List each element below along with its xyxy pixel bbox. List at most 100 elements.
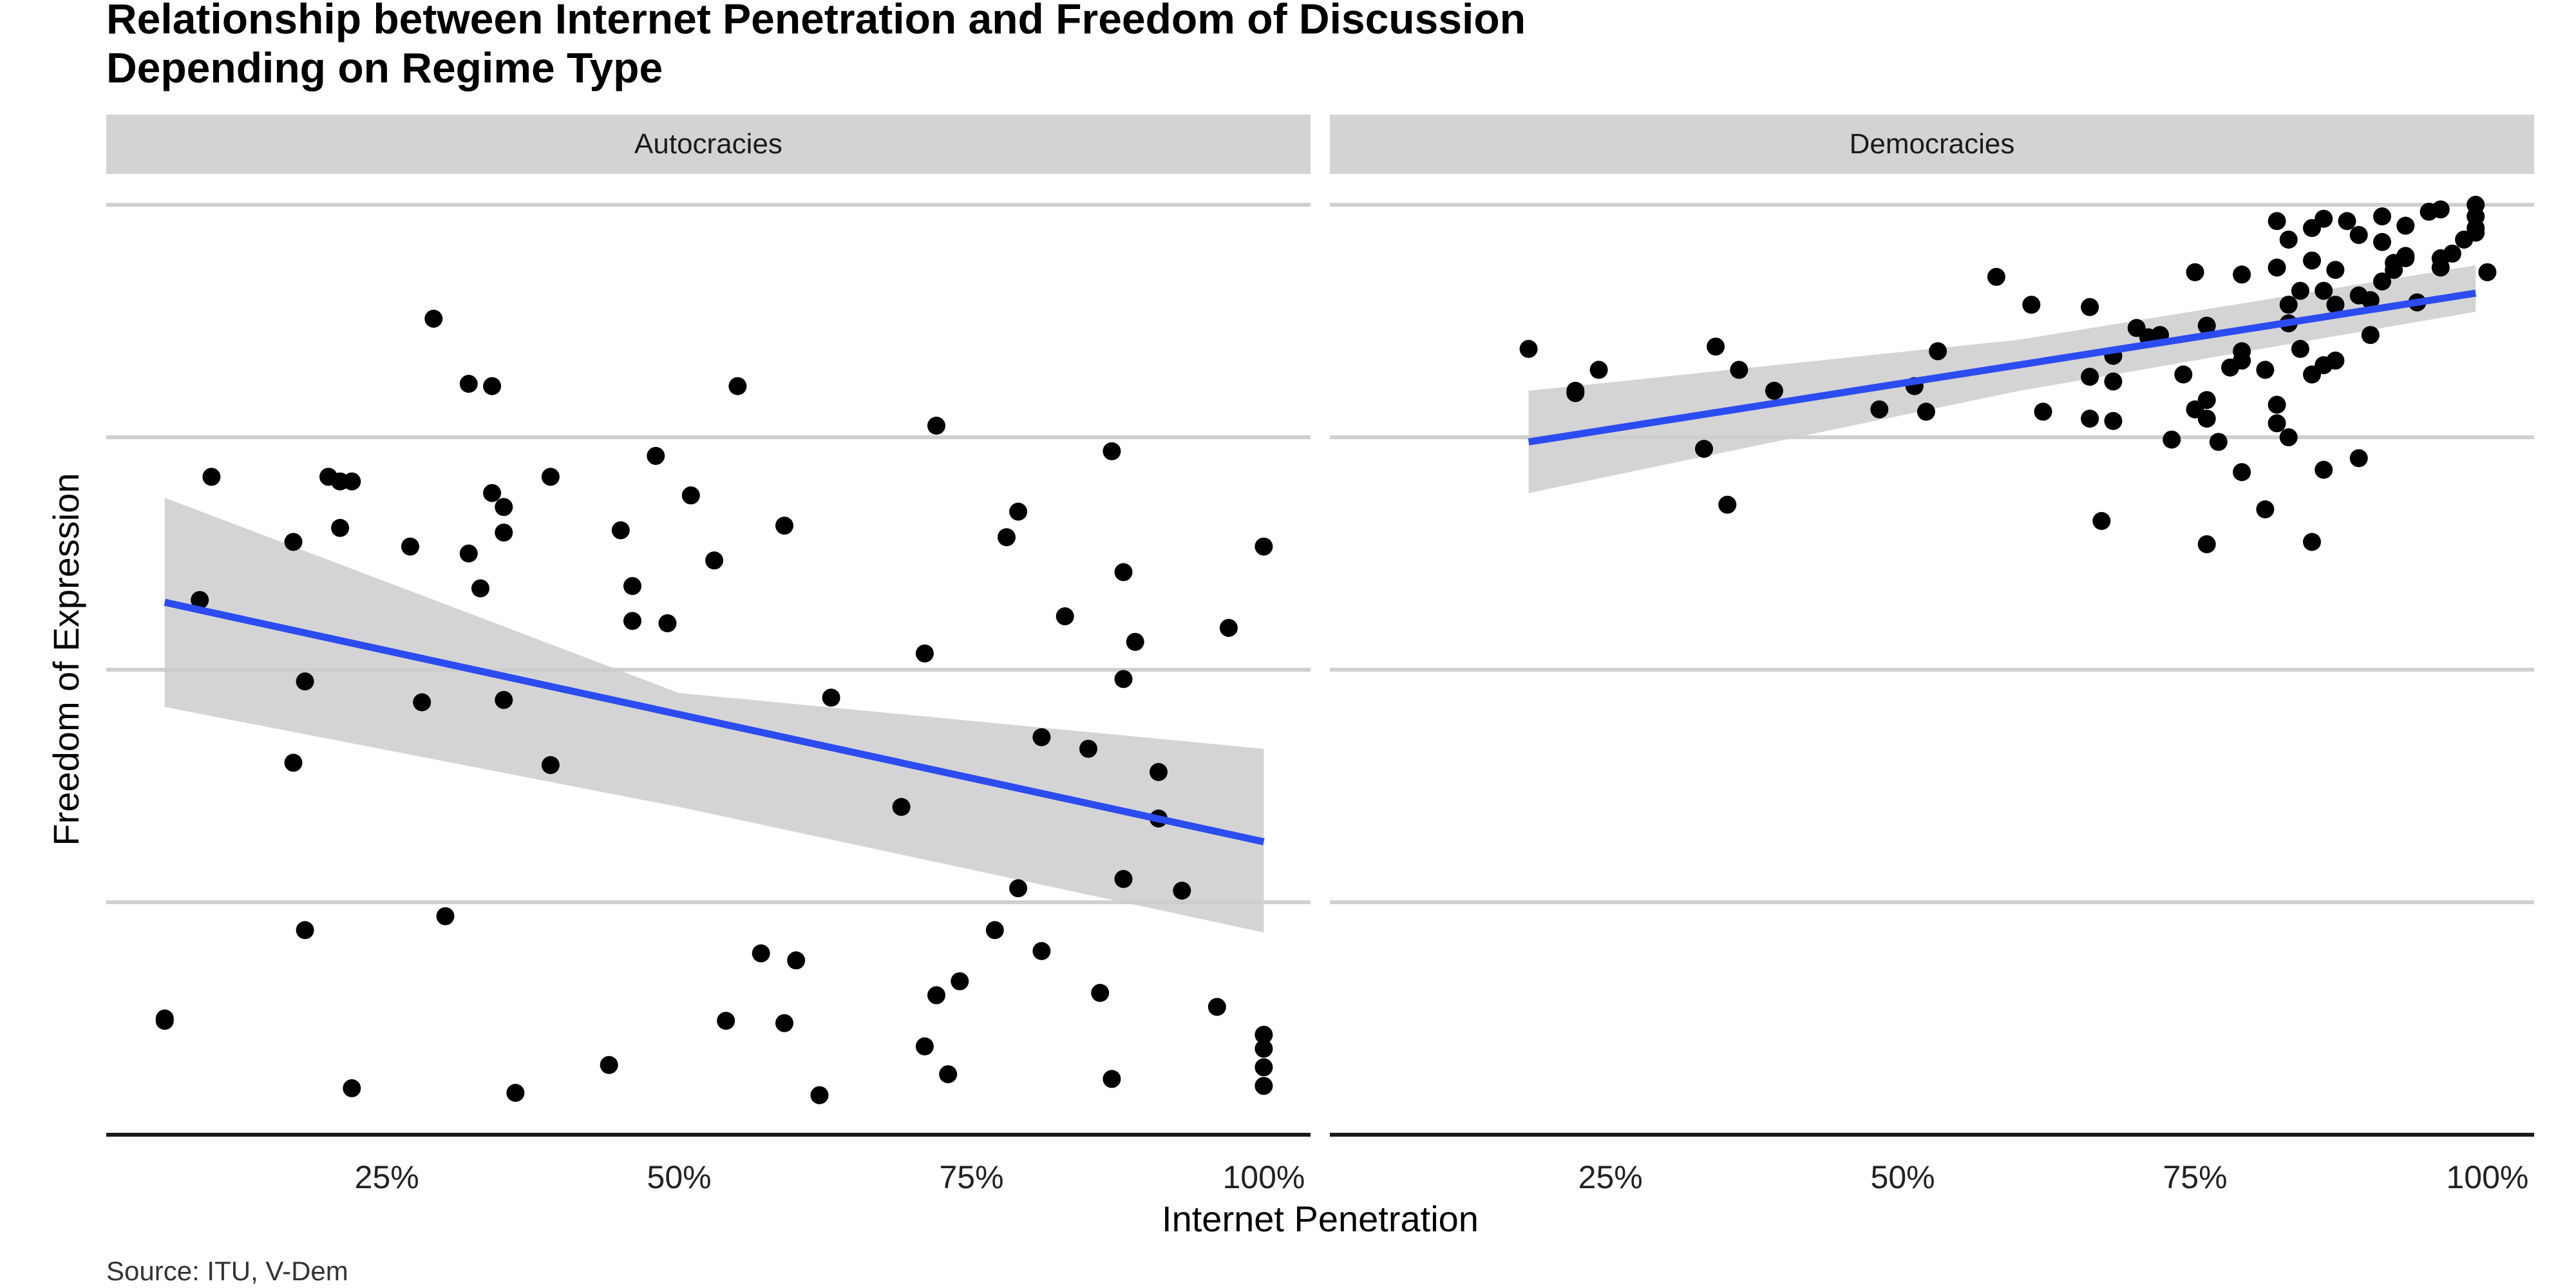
data-point [2349,225,2368,244]
plot-area-democracies: 25% 50% 75% 100% [1330,196,2534,1195]
data-point [2291,339,2309,358]
strip-background-autocracies [106,115,1311,174]
data-point [985,921,1004,940]
chart-title-line-2: Depending on Regime Type [106,44,663,91]
data-point [343,472,361,491]
data-point [2197,535,2216,554]
data-point [2174,365,2193,384]
data-point [1103,1070,1121,1088]
data-point [284,533,303,551]
data-point [2478,263,2497,281]
data-point [541,468,560,486]
data-point [1208,998,1226,1016]
data-point [2104,372,2123,391]
data-point [1255,1025,1273,1044]
data-point [2186,263,2204,281]
data-point [1009,502,1028,521]
data-point [728,377,747,395]
data-point [1032,942,1051,960]
data-point [2385,261,2403,279]
x-tick-label-democracies: 100% [2446,1159,2528,1195]
data-point [471,579,489,598]
confidence-band-democracies [1528,265,2476,493]
data-point [2092,512,2111,530]
data-point [155,1012,174,1030]
data-point [2022,296,2041,314]
data-point [331,518,350,537]
data-point [495,690,513,709]
data-point [915,1037,934,1056]
data-point [915,644,934,663]
data-point [1150,762,1168,781]
regression-line-democracies [1528,289,2477,446]
data-point [2081,298,2099,316]
data-point [483,377,502,395]
data-point [495,524,513,542]
plot-area-autocracies: 25% 50% 75% 100% [106,203,1311,1195]
data-point [1589,361,1608,379]
data-point [459,544,478,563]
data-point [647,446,665,465]
data-point [623,577,641,595]
data-point [1091,983,1110,1002]
data-point [1173,882,1191,900]
data-point [1114,563,1133,582]
data-point [1929,342,1947,361]
data-point [2315,281,2333,300]
data-point [2431,200,2450,219]
data-point [927,986,945,1005]
data-point [2256,361,2275,379]
data-point [424,309,443,328]
data-point [413,693,431,712]
data-point [998,528,1016,547]
data-point [752,944,770,963]
data-point [1870,400,1889,419]
x-tick-label-autocracies: 100% [1222,1159,1305,1195]
data-point [2268,395,2286,414]
data-point [2326,351,2345,370]
data-point [2256,500,2275,518]
data-point [2326,261,2345,279]
data-point [1730,361,1748,379]
data-point [2443,244,2461,263]
panel-democracies: Democracies 25% 50% 75% 100% [1330,115,2534,1195]
data-point [1707,337,1725,356]
data-point [1255,1058,1273,1077]
data-point [2233,463,2251,482]
data-point [2197,316,2216,335]
x-axis-title: Internet Penetration [1162,1198,1479,1239]
x-tick-label-autocracies: 75% [939,1159,1003,1195]
data-point [1009,879,1028,898]
data-point [2396,249,2415,267]
data-point [2326,296,2345,314]
regression-line-autocracies [164,598,1265,846]
data-point [401,537,419,556]
data-point [296,921,314,940]
data-point [1255,1077,1273,1095]
data-point [495,498,513,516]
data-point [717,1012,735,1030]
data-point [1126,632,1144,651]
data-point [2315,460,2333,479]
strip-background-democracies [1330,115,2534,174]
data-point [775,516,793,535]
data-point [2081,368,2099,386]
data-point [2373,272,2391,291]
data-point [2373,232,2391,251]
data-point [2279,296,2298,314]
data-point [1114,670,1133,688]
data-point [2349,449,2368,468]
data-point [1219,619,1238,637]
data-point [483,484,502,502]
source-caption: Source: ITU, V-Dem [106,1256,348,1286]
x-tick-label-autocracies: 25% [355,1159,419,1195]
data-point [506,1084,525,1102]
data-point [951,972,969,990]
panel-autocracies: Autocracies 25% 50% 75% 100% [106,115,1311,1195]
data-point [2361,291,2380,309]
y-axis-title: Freedom of Expression [46,473,86,846]
data-point [2279,231,2298,249]
data-point [2303,251,2321,270]
data-point [927,417,945,435]
